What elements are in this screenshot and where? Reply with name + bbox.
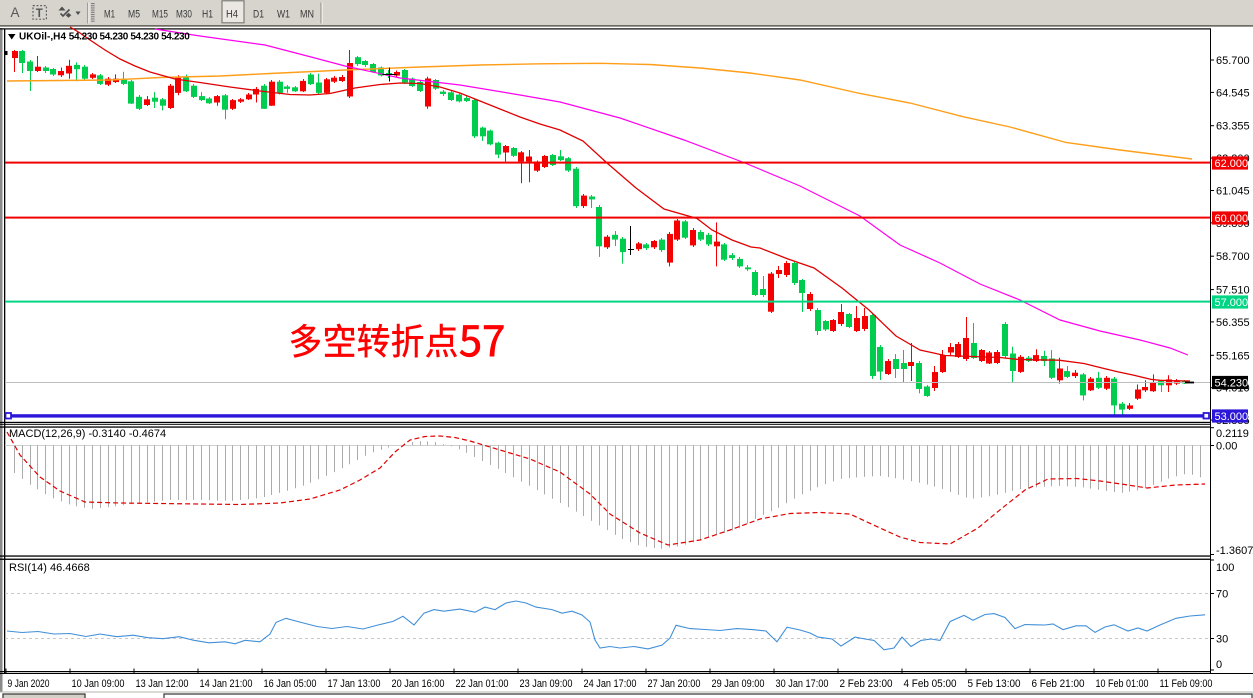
svg-text:H4: H4 [226,9,238,21]
svg-text:22 Jan 01:00: 22 Jan 01:00 [456,678,509,690]
svg-text:0.00: 0.00 [1216,441,1237,453]
svg-text:M1: M1 [104,9,115,21]
svg-text:MN: MN [300,9,314,21]
svg-text:27 Jan 20:00: 27 Jan 20:00 [648,678,701,690]
svg-text:9 Jan 2020: 9 Jan 2020 [8,678,50,690]
svg-text:M5: M5 [128,9,140,21]
svg-text:24 Jan 17:00: 24 Jan 17:00 [584,678,637,690]
svg-text:29 Jan 09:00: 29 Jan 09:00 [712,678,765,690]
svg-text:57.000: 57.000 [1215,297,1249,309]
svg-text:14 Jan 21:00: 14 Jan 21:00 [200,678,253,690]
svg-text:57.510: 57.510 [1216,285,1250,297]
svg-text:6 Feb 21:00: 6 Feb 21:00 [1032,678,1085,690]
svg-text:13 Jan 12:00: 13 Jan 12:00 [136,678,189,690]
svg-text:17 Jan 13:00: 17 Jan 13:00 [328,678,381,690]
svg-text:62.000: 62.000 [1215,158,1249,170]
svg-text:4 Feb 05:00: 4 Feb 05:00 [904,678,957,690]
svg-text:RSI(14) 46.4668: RSI(14) 46.4668 [9,562,90,574]
svg-text:23 Jan 09:00: 23 Jan 09:00 [520,678,573,690]
svg-text:55.165: 55.165 [1216,350,1250,362]
svg-text:100: 100 [1216,562,1234,574]
svg-text:2 Feb 23:00: 2 Feb 23:00 [840,678,893,690]
svg-text:MACD(12,26,9) -0.3140 -0.4674: MACD(12,26,9) -0.3140 -0.4674 [9,428,166,440]
svg-text:58.700: 58.700 [1216,251,1250,263]
svg-text:D1: D1 [253,9,264,21]
svg-text:54.230 54.230 54.230 54.230: 54.230 54.230 54.230 54.230 [69,32,190,43]
svg-text:65.700: 65.700 [1216,55,1250,67]
svg-text:60.000: 60.000 [1215,213,1249,225]
svg-text:W1: W1 [277,9,290,21]
svg-text:30 Jan 17:00: 30 Jan 17:00 [776,678,829,690]
svg-text:M30: M30 [176,9,192,21]
svg-text:63.355: 63.355 [1216,121,1250,133]
svg-text:10 Feb 01:00: 10 Feb 01:00 [1096,678,1149,690]
svg-text:A: A [11,5,20,20]
svg-text:T: T [36,8,43,20]
svg-text:16 Jan 05:00: 16 Jan 05:00 [264,678,317,690]
svg-text:11 Feb 09:00: 11 Feb 09:00 [1160,678,1213,690]
svg-text:56.355: 56.355 [1216,317,1250,329]
svg-text:54.230: 54.230 [1215,378,1249,390]
svg-text:0: 0 [1216,659,1222,671]
svg-text:70: 70 [1216,589,1228,601]
svg-text:30: 30 [1216,634,1228,646]
svg-text:10 Jan 09:00: 10 Jan 09:00 [72,678,125,690]
svg-text:64.545: 64.545 [1216,87,1250,99]
svg-text:-1.3607: -1.3607 [1216,545,1253,557]
svg-text:53.000: 53.000 [1215,411,1249,423]
svg-text:M15: M15 [152,9,168,21]
svg-text:H1: H1 [202,9,213,21]
svg-text:UKOil-,H4: UKOil-,H4 [19,32,66,43]
svg-text:20 Jan 16:00: 20 Jan 16:00 [392,678,445,690]
svg-text:5 Feb 13:00: 5 Feb 13:00 [968,678,1021,690]
svg-text:0.2119: 0.2119 [1216,428,1249,440]
svg-text:61.045: 61.045 [1216,186,1250,198]
